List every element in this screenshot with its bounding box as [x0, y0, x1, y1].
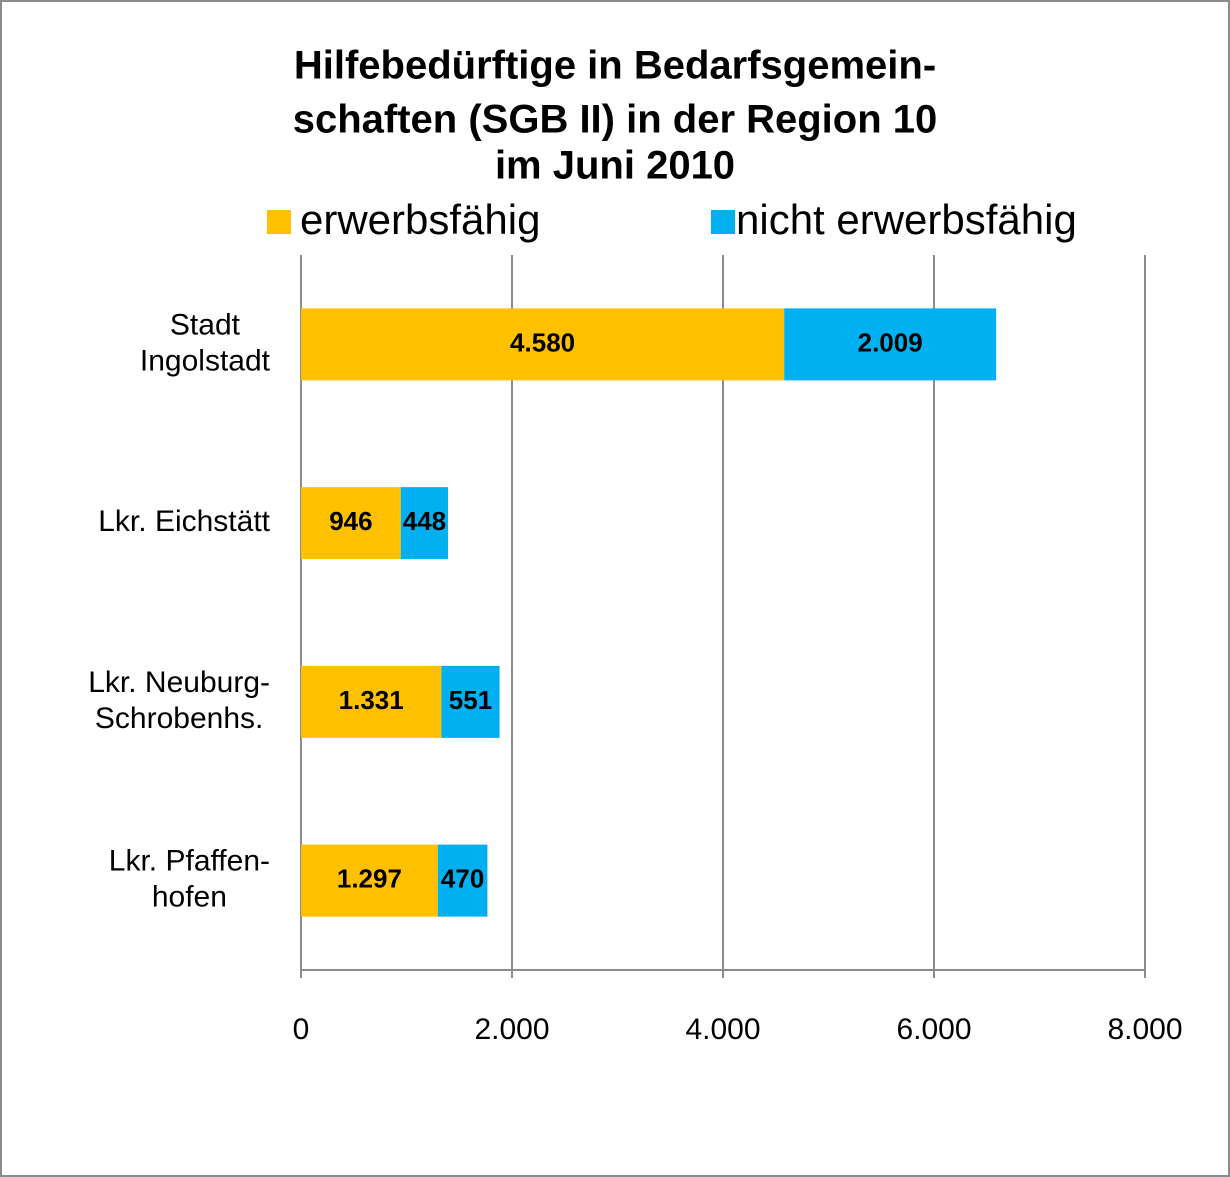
y-tick-label: Ingolstadt [140, 344, 271, 377]
y-tick-label: Lkr. Pfaffen- [109, 845, 270, 878]
bar [784, 308, 997, 381]
legend-swatch [267, 210, 291, 234]
y-tick-label: Lkr. Eichstätt [98, 505, 270, 538]
x-tick-label: 2.000 [474, 1013, 549, 1046]
bar [437, 844, 488, 917]
x-tick-label: 0 [293, 1013, 310, 1046]
data-label: 1.297 [337, 864, 402, 894]
y-tick-label: Lkr. Neuburg- [88, 666, 270, 699]
data-label: 448 [403, 506, 446, 536]
x-tick-label: 8.000 [1107, 1013, 1182, 1046]
chart-title: schaften (SGB II) in der Region 10 [293, 98, 938, 142]
data-label: 551 [449, 685, 492, 715]
chart-title: im Juni 2010 [495, 144, 735, 188]
y-tick-label: Schrobenhs. [95, 702, 263, 735]
legend-label: erwerbsfähig [300, 196, 540, 243]
x-tick-label: 6.000 [896, 1013, 971, 1046]
data-label: 470 [441, 864, 484, 894]
data-label: 2.009 [858, 327, 923, 357]
bar [301, 308, 785, 381]
data-label: 4.580 [510, 327, 575, 357]
bar [301, 487, 401, 560]
x-tick-label: 4.000 [685, 1013, 760, 1046]
data-label: 1.331 [339, 685, 404, 715]
bar [441, 665, 500, 738]
data-label: 946 [329, 506, 372, 536]
y-tick-label: hofen [152, 881, 227, 914]
y-tick-label: Stadt [170, 308, 241, 341]
bar [400, 487, 449, 560]
legend-swatch [711, 210, 735, 234]
bar [301, 844, 438, 917]
bar [301, 665, 442, 738]
chart-title: Hilfebedürftige in Bedarfsgemein- [294, 44, 936, 88]
legend-label: nicht erwerbsfähig [736, 196, 1077, 243]
